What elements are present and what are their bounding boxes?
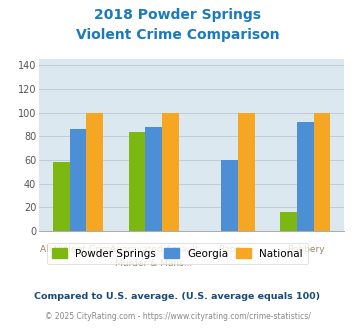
Text: Robbery: Robbery bbox=[286, 245, 324, 254]
Bar bbox=[297, 122, 314, 231]
Text: © 2025 CityRating.com - https://www.cityrating.com/crime-statistics/: © 2025 CityRating.com - https://www.city… bbox=[45, 312, 310, 321]
Bar bbox=[53, 162, 70, 231]
Text: Rape: Rape bbox=[218, 245, 241, 254]
Bar bbox=[238, 113, 255, 231]
Bar bbox=[86, 113, 103, 231]
Text: Murder & Mans...: Murder & Mans... bbox=[115, 259, 192, 268]
Bar bbox=[146, 127, 162, 231]
Text: All Violent Crime: All Violent Crime bbox=[40, 245, 116, 254]
Bar bbox=[280, 212, 297, 231]
Text: Aggravated Assault: Aggravated Assault bbox=[110, 245, 198, 254]
Bar bbox=[221, 160, 238, 231]
Text: 2018 Powder Springs: 2018 Powder Springs bbox=[94, 8, 261, 22]
Text: Violent Crime Comparison: Violent Crime Comparison bbox=[76, 28, 279, 42]
Text: Compared to U.S. average. (U.S. average equals 100): Compared to U.S. average. (U.S. average … bbox=[34, 292, 321, 301]
Legend: Powder Springs, Georgia, National: Powder Springs, Georgia, National bbox=[47, 243, 308, 264]
Bar bbox=[162, 113, 179, 231]
Bar bbox=[129, 132, 146, 231]
Bar bbox=[70, 129, 86, 231]
Bar bbox=[314, 113, 331, 231]
